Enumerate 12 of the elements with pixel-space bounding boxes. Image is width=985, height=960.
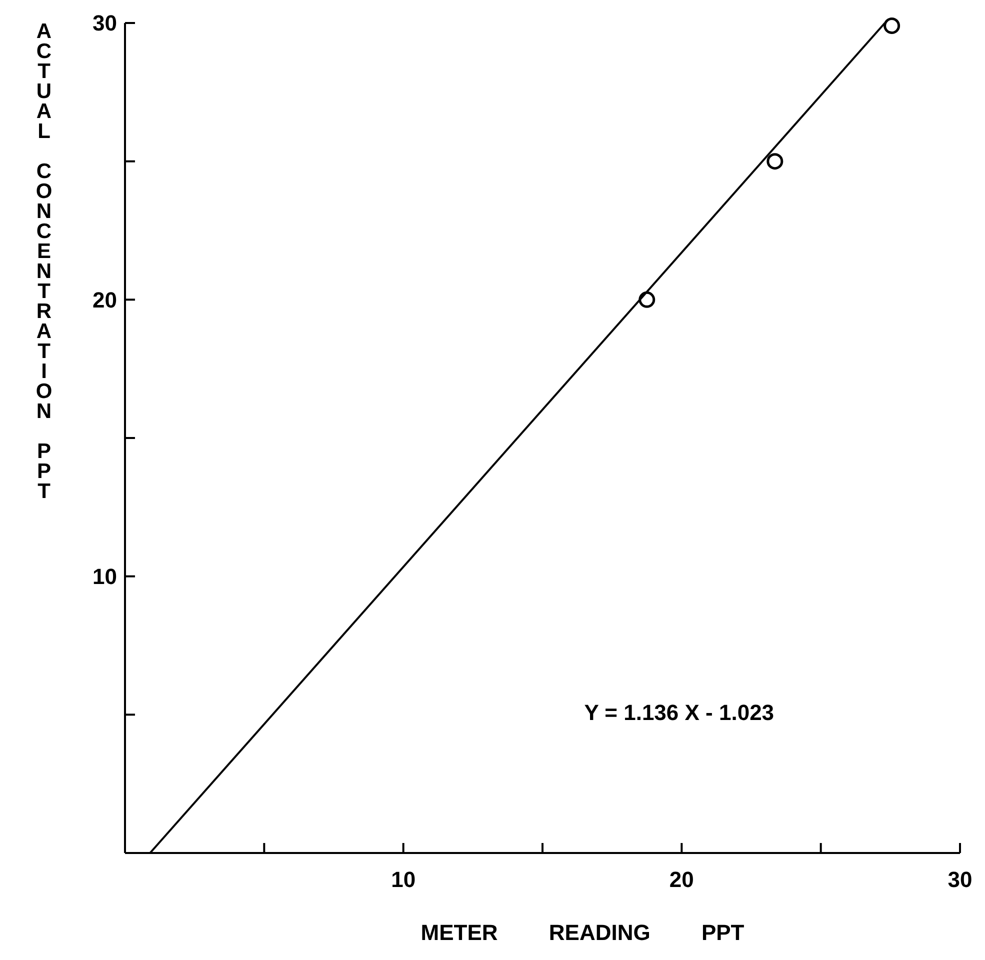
x-tick-label: 10: [391, 867, 416, 892]
x-tick-label: 20: [669, 867, 694, 892]
y-tick-label: 30: [92, 10, 117, 36]
y-tick-label: 20: [92, 287, 117, 312]
y-tick-label: 10: [92, 564, 117, 590]
point: [766, 153, 784, 170]
y-axis-title: ACTUAL CONCENTRATION PPT: [32, 20, 56, 500]
annotation: Y = 1.136 X - 1.023: [584, 700, 774, 726]
x-axis-title: METER READING PPT: [420, 920, 745, 945]
point: [638, 291, 656, 308]
point: [884, 18, 900, 34]
x-tick-label: 30: [948, 867, 972, 892]
